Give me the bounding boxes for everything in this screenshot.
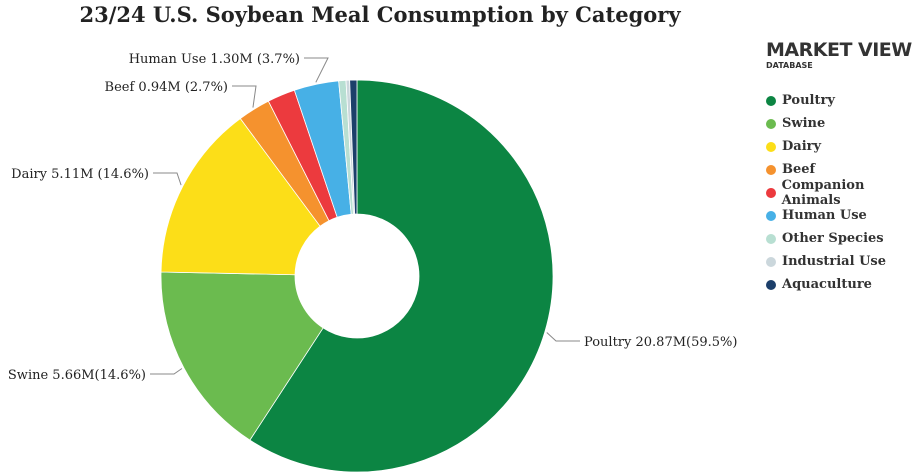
legend-swatch bbox=[766, 95, 776, 106]
data-label-swine: Swine 5.66M(14.6%) bbox=[8, 368, 146, 383]
brand-main: MARKET VIEW bbox=[766, 39, 912, 61]
legend-label: Poultry bbox=[782, 93, 835, 108]
legend-label: Aquaculture bbox=[782, 277, 872, 292]
legend-label: Swine bbox=[782, 116, 826, 131]
legend-swatch bbox=[766, 118, 776, 129]
chart-title: 23/24 U.S. Soybean Meal Consumption by C… bbox=[79, 2, 681, 27]
data-label-beef: Beef 0.94M (2.7%) bbox=[105, 80, 228, 95]
legend-item-industrial-use: Industrial Use bbox=[766, 250, 922, 273]
legend-item-beef: Beef bbox=[766, 158, 922, 181]
leader-line-swine bbox=[150, 368, 183, 375]
legend-swatch bbox=[766, 210, 776, 221]
legend-swatch bbox=[766, 164, 776, 175]
slice-swine bbox=[160, 271, 324, 441]
legend-item-aquaculture: Aquaculture bbox=[766, 273, 922, 296]
brand-logo: MARKET VIEW DATABASE bbox=[766, 39, 912, 71]
legend-item-companion-animals: Companion Animals bbox=[766, 178, 922, 208]
legend-label: Industrial Use bbox=[782, 254, 886, 269]
legend: Poultry Swine Dairy Beef Companion Animals Hu… bbox=[766, 89, 922, 296]
legend-swatch bbox=[766, 279, 776, 290]
data-label-poultry: Poultry 20.87M(59.5%) bbox=[584, 335, 737, 350]
legend-label: Companion Animals bbox=[781, 177, 865, 208]
legend-swatch bbox=[766, 256, 776, 267]
legend-label: Beef bbox=[782, 162, 816, 177]
legend-swatch bbox=[766, 141, 776, 152]
data-label-dairy: Dairy 5.11M (14.6%) bbox=[11, 167, 149, 182]
slice-poultry bbox=[249, 79, 554, 472]
legend-swatch bbox=[766, 233, 776, 244]
brand-sub: DATABASE bbox=[766, 61, 813, 70]
legend-item-poultry: Poultry bbox=[766, 89, 922, 112]
legend-item-swine: Swine bbox=[766, 112, 922, 135]
legend-swatch bbox=[766, 187, 776, 198]
legend-item-dairy: Dairy bbox=[766, 135, 922, 158]
legend-label: Other Species bbox=[782, 231, 884, 246]
slice-aquaculture bbox=[349, 79, 358, 215]
legend-item-human-use: Human Use bbox=[766, 204, 922, 227]
leader-line-poultry bbox=[546, 332, 580, 342]
legend-label: Human Use bbox=[782, 208, 867, 223]
leader-line-dairy bbox=[153, 172, 182, 186]
data-label-human-use: Human Use 1.30M (3.7%) bbox=[129, 52, 300, 67]
leader-line-human-use bbox=[304, 57, 329, 83]
slice-dairy bbox=[160, 117, 321, 276]
legend-item-other-species: Other Species bbox=[766, 227, 922, 250]
leader-line-beef bbox=[232, 85, 257, 108]
legend-label: Dairy bbox=[782, 139, 822, 154]
